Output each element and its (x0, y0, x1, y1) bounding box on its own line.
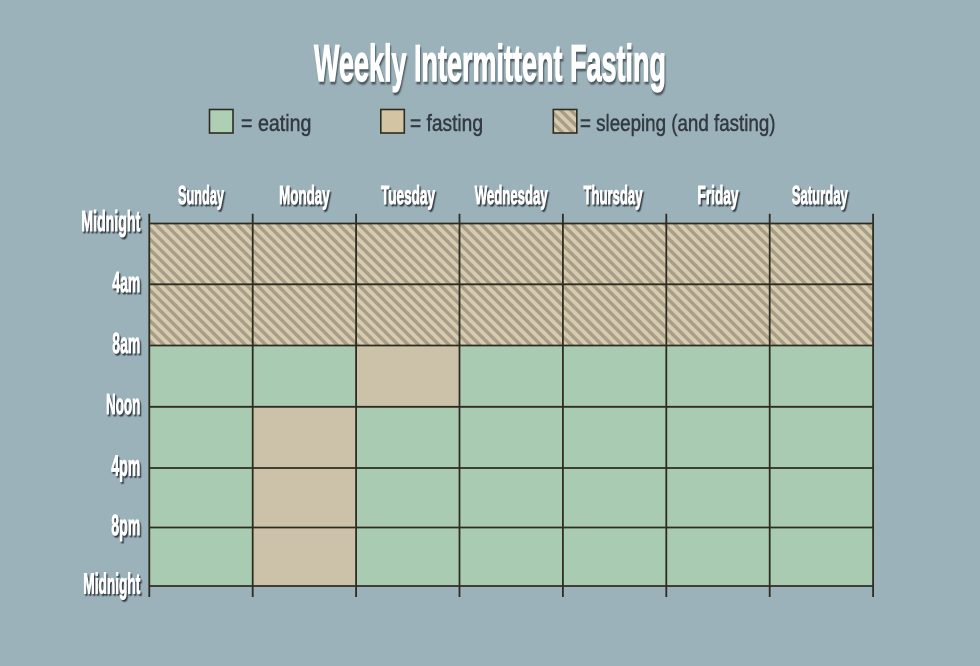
svg-text:4pm: 4pm (111, 450, 140, 482)
svg-text:Wednesday: Wednesday (475, 180, 548, 210)
svg-text:Monday: Monday (279, 180, 330, 210)
svg-text:= fasting: = fasting (410, 110, 483, 136)
svg-text:Sunday: Sunday (178, 180, 224, 210)
svg-text:Friday: Friday (698, 180, 739, 210)
svg-text:Weekly Intermittent Fasting: Weekly Intermittent Fasting (314, 35, 666, 93)
svg-text:Thursday: Thursday (584, 180, 643, 210)
svg-text:Saturday: Saturday (792, 180, 848, 210)
svg-text:= eating: = eating (241, 110, 312, 136)
svg-text:= sleeping (and fasting): = sleeping (and fasting) (580, 110, 776, 136)
svg-text:Tuesday: Tuesday (381, 180, 435, 210)
svg-text:4am: 4am (112, 267, 140, 299)
svg-text:Midnight: Midnight (83, 568, 140, 600)
svg-text:8pm: 8pm (111, 510, 140, 542)
svg-text:Midnight: Midnight (81, 206, 140, 238)
svg-text:Noon: Noon (106, 389, 140, 421)
svg-text:8am: 8am (112, 328, 140, 360)
